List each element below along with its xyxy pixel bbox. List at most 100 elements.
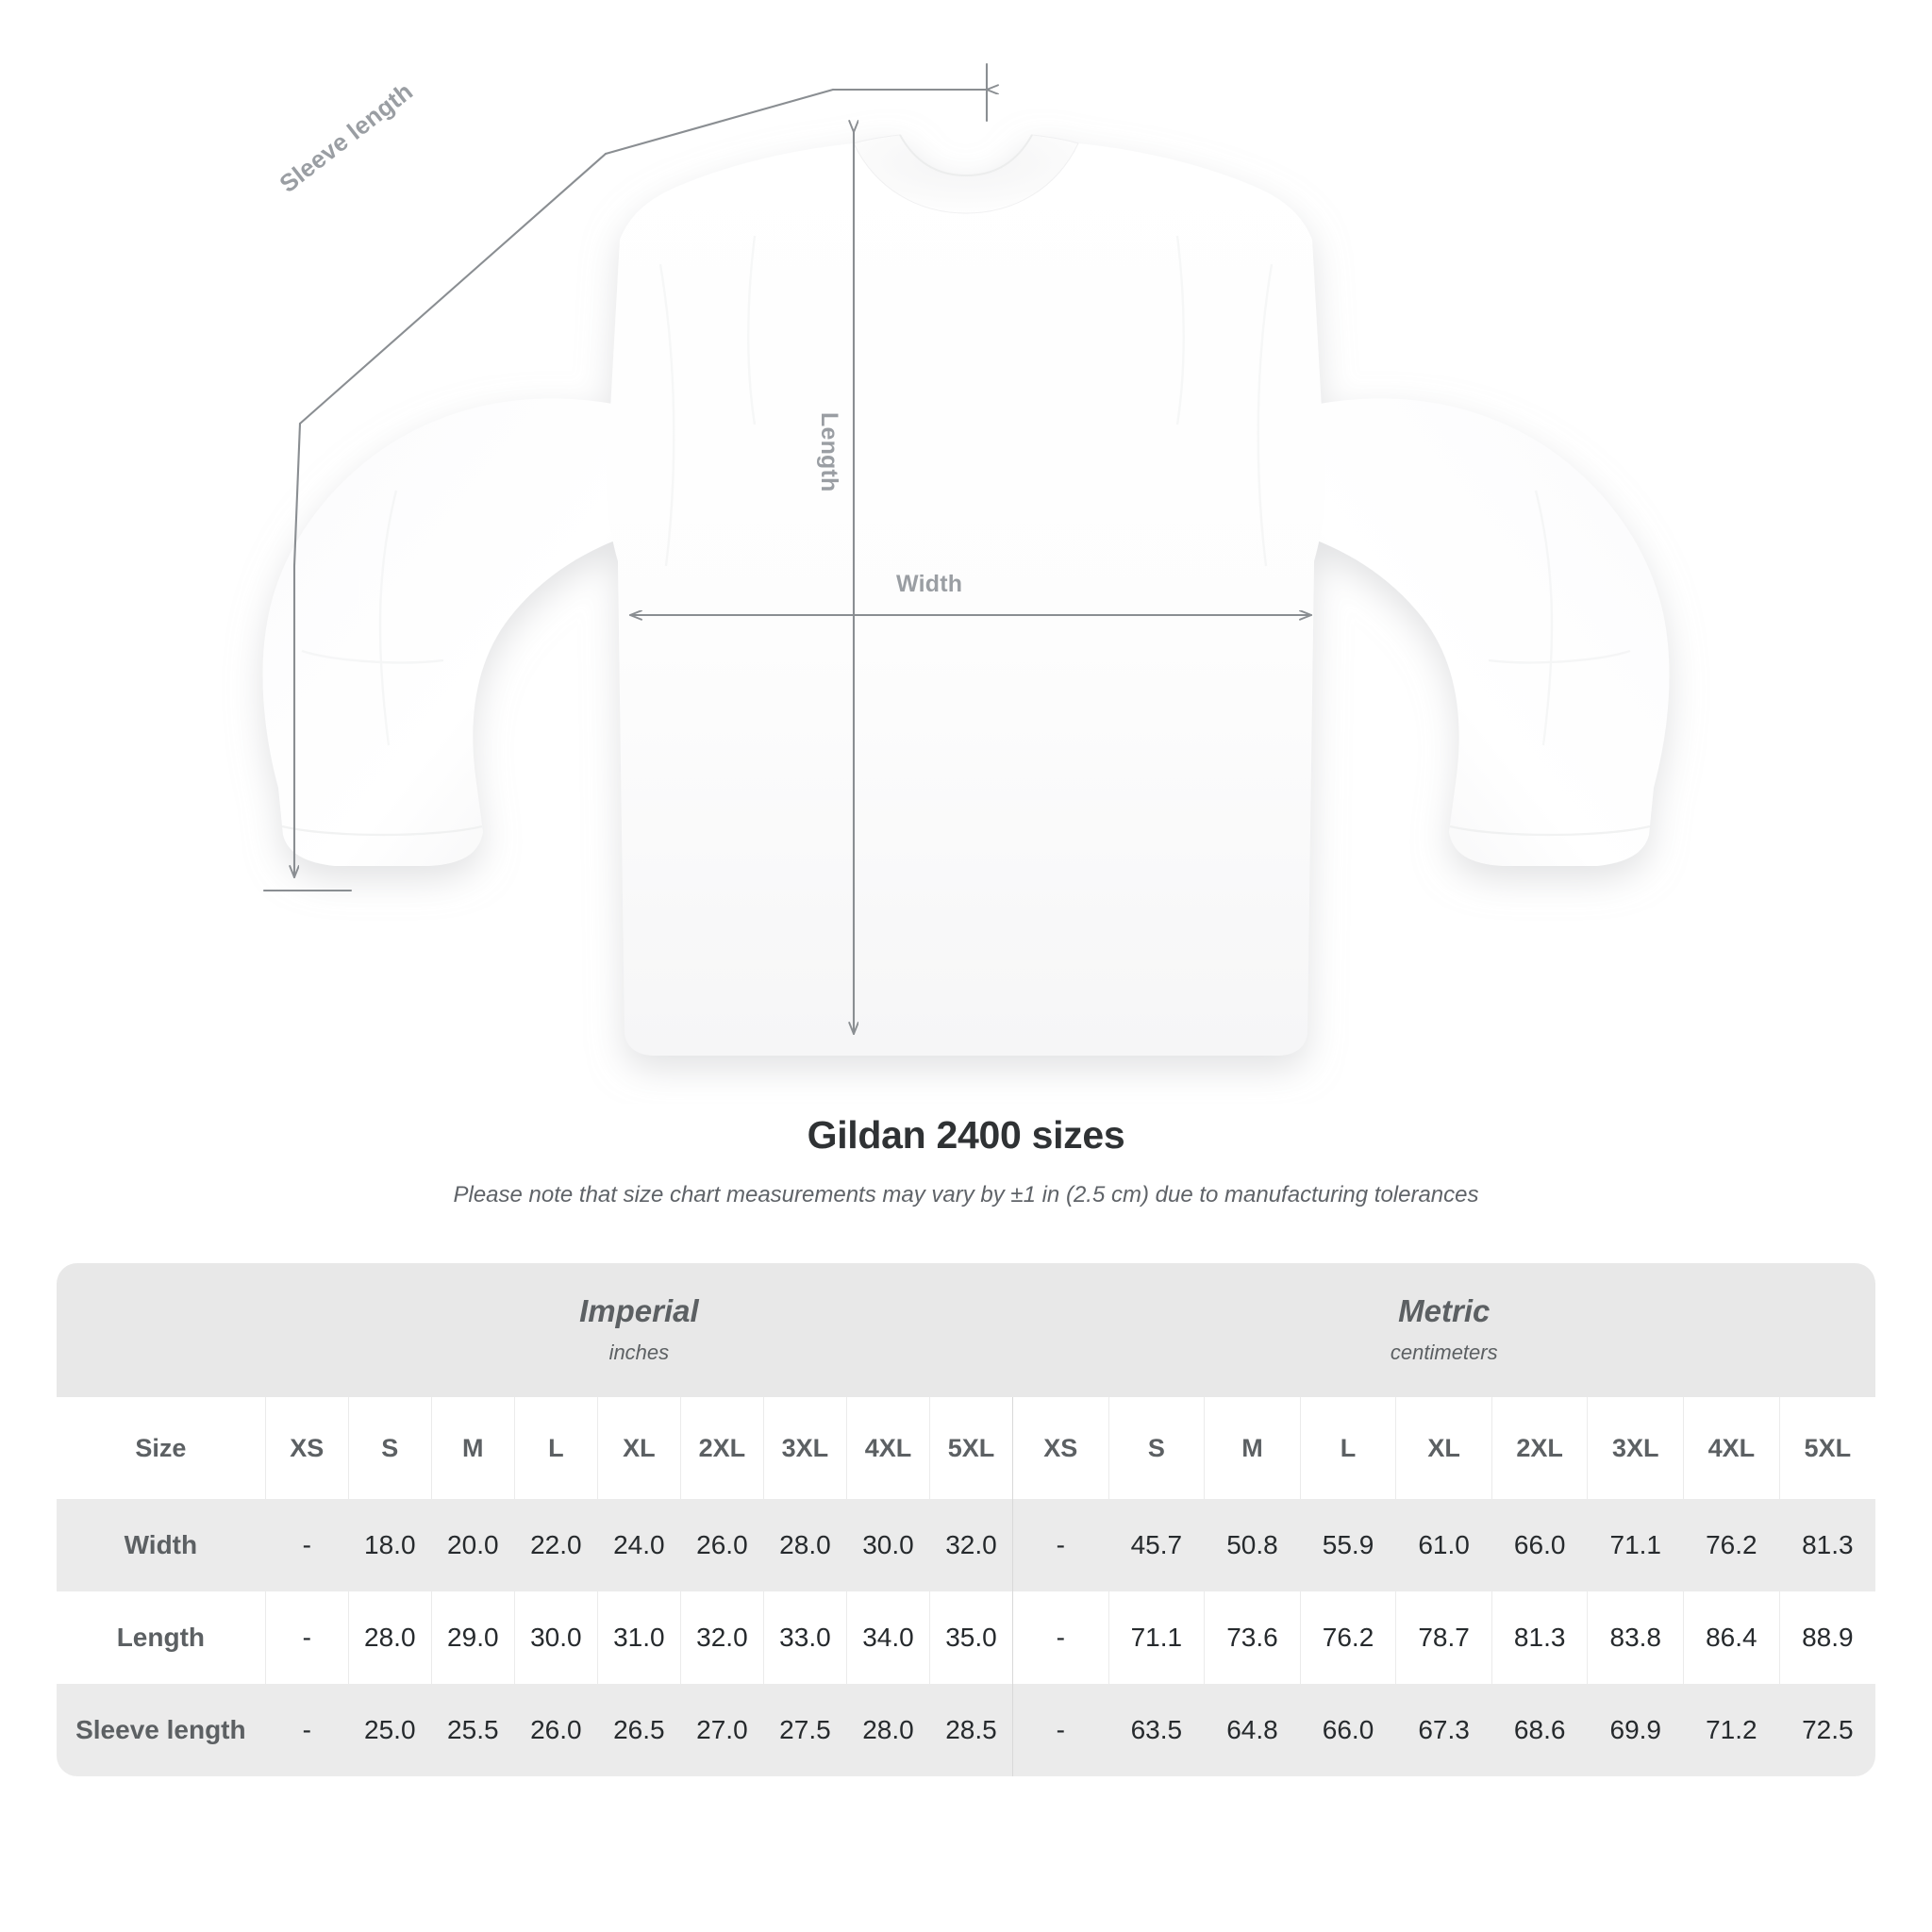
size-header-imperial-m: M bbox=[430, 1397, 515, 1499]
cell-sleeve-length-metric-l: 66.0 bbox=[1299, 1684, 1396, 1776]
size-header-cell: Size bbox=[57, 1397, 266, 1499]
cell-sleeve-length-metric-m: 64.8 bbox=[1204, 1684, 1301, 1776]
cell-width-imperial-5xl: 32.0 bbox=[928, 1499, 1013, 1591]
measurement-row-label: Length bbox=[57, 1591, 266, 1684]
cell-length-imperial-s: 28.0 bbox=[347, 1591, 432, 1684]
cell-width-metric-m: 50.8 bbox=[1204, 1499, 1301, 1591]
size-header-metric-m: M bbox=[1204, 1397, 1301, 1499]
cell-length-imperial-3xl: 33.0 bbox=[762, 1591, 847, 1684]
cell-width-imperial-3xl: 28.0 bbox=[762, 1499, 847, 1591]
cell-width-metric-xl: 61.0 bbox=[1395, 1499, 1492, 1591]
cell-length-metric-xs: - bbox=[1012, 1591, 1109, 1684]
unit-system-header-spacer bbox=[57, 1263, 266, 1397]
size-chart-container: Imperial inches Metric centimeters Size XS S M L… bbox=[57, 1263, 1875, 1776]
cell-width-imperial-xs: - bbox=[264, 1499, 349, 1591]
cell-length-metric-4xl: 86.4 bbox=[1683, 1591, 1780, 1684]
size-header-metric-s: S bbox=[1108, 1397, 1205, 1499]
cell-width-metric-l: 55.9 bbox=[1299, 1499, 1396, 1591]
cell-width-metric-s: 45.7 bbox=[1108, 1499, 1205, 1591]
cuff-ribbing bbox=[281, 824, 1651, 837]
cell-length-metric-l: 76.2 bbox=[1299, 1591, 1396, 1684]
cell-sleeve-length-imperial-4xl: 28.0 bbox=[845, 1684, 930, 1776]
caption-block: Gildan 2400 sizes Please note that size … bbox=[0, 1113, 1932, 1208]
cell-length-imperial-4xl: 34.0 bbox=[845, 1591, 930, 1684]
measurement-row-label: Width bbox=[57, 1499, 266, 1591]
cell-sleeve-length-imperial-s: 25.0 bbox=[347, 1684, 432, 1776]
unit-system-name: Imperial bbox=[579, 1293, 699, 1329]
size-header-row: Size XS S M L XL 2XL 3XL 4XL 5XL XS S M L XL 2XL 3XL 4XL 5… bbox=[57, 1397, 1875, 1499]
cell-length-imperial-xl: 31.0 bbox=[596, 1591, 681, 1684]
garment-illustration: Sleeve length Length Width bbox=[262, 62, 1670, 1056]
measurement-guides bbox=[262, 62, 1313, 1036]
cell-width-imperial-2xl: 26.0 bbox=[679, 1499, 764, 1591]
unit-system-header-row: Imperial inches Metric centimeters bbox=[57, 1263, 1875, 1397]
table-row: Width -18.0 20.0 22.0 24.0 26.0 28.0 30.0 32.0-4… bbox=[57, 1499, 1875, 1591]
cell-width-metric-4xl: 76.2 bbox=[1683, 1499, 1780, 1591]
cell-sleeve-length-metric-2xl: 68.6 bbox=[1491, 1684, 1588, 1776]
unit-system-header-metric: Metric centimeters bbox=[1012, 1263, 1875, 1397]
cell-sleeve-length-imperial-xs: - bbox=[264, 1684, 349, 1776]
size-header-imperial-4xl: 4XL bbox=[845, 1397, 930, 1499]
cell-width-imperial-l: 22.0 bbox=[513, 1499, 598, 1591]
size-header-imperial-l: L bbox=[513, 1397, 598, 1499]
unit-system-header-imperial: Imperial inches bbox=[265, 1263, 1013, 1397]
size-header-metric-3xl: 3XL bbox=[1587, 1397, 1684, 1499]
cell-length-imperial-5xl: 35.0 bbox=[928, 1591, 1013, 1684]
cell-length-imperial-xs: - bbox=[264, 1591, 349, 1684]
cell-sleeve-length-metric-xl: 67.3 bbox=[1395, 1684, 1492, 1776]
page-title: Gildan 2400 sizes bbox=[807, 1113, 1125, 1157]
tolerance-note: Please note that size chart measurements… bbox=[453, 1182, 1479, 1208]
cell-length-metric-5xl: 88.9 bbox=[1778, 1591, 1875, 1684]
cell-width-metric-2xl: 66.0 bbox=[1491, 1499, 1588, 1591]
measurement-row-label: Sleeve length bbox=[57, 1684, 266, 1776]
tshirt-diagram bbox=[262, 62, 1670, 1056]
size-header-imperial-xs: XS bbox=[264, 1397, 349, 1499]
cell-width-imperial-4xl: 30.0 bbox=[845, 1499, 930, 1591]
sleeve-diagonal-segment bbox=[298, 152, 608, 425]
cell-width-imperial-xl: 24.0 bbox=[596, 1499, 681, 1591]
size-header-imperial-5xl: 5XL bbox=[928, 1397, 1013, 1499]
size-header-metric-xl: XL bbox=[1395, 1397, 1492, 1499]
unit-system-unit: inches bbox=[608, 1340, 670, 1364]
cell-sleeve-length-imperial-xl: 26.5 bbox=[596, 1684, 681, 1776]
cell-sleeve-length-metric-5xl: 72.5 bbox=[1778, 1684, 1875, 1776]
table-row: Sleeve length -25.0 25.5 26.0 26.5 27.0 27.5 28… bbox=[57, 1684, 1875, 1776]
size-header-metric-4xl: 4XL bbox=[1683, 1397, 1780, 1499]
cell-sleeve-length-imperial-5xl: 28.5 bbox=[928, 1684, 1013, 1776]
cell-width-imperial-m: 20.0 bbox=[430, 1499, 515, 1591]
cell-width-metric-3xl: 71.1 bbox=[1587, 1499, 1684, 1591]
unit-system-unit: centimeters bbox=[1390, 1340, 1498, 1364]
cell-width-imperial-s: 18.0 bbox=[347, 1499, 432, 1591]
cell-length-metric-3xl: 83.8 bbox=[1587, 1591, 1684, 1684]
size-header-metric-l: L bbox=[1299, 1397, 1396, 1499]
size-header-imperial-2xl: 2XL bbox=[679, 1397, 764, 1499]
cell-length-metric-m: 73.6 bbox=[1204, 1591, 1301, 1684]
cell-length-metric-2xl: 81.3 bbox=[1491, 1591, 1588, 1684]
unit-system-name: Metric bbox=[1398, 1293, 1491, 1329]
cell-length-imperial-l: 30.0 bbox=[513, 1591, 598, 1684]
size-chart-table: Imperial inches Metric centimeters Size XS S M L… bbox=[57, 1263, 1875, 1776]
sleeve-shoulder-segment bbox=[604, 88, 835, 156]
cell-length-metric-s: 71.1 bbox=[1108, 1591, 1205, 1684]
cell-sleeve-length-metric-4xl: 71.2 bbox=[1683, 1684, 1780, 1776]
cell-length-metric-xl: 78.7 bbox=[1395, 1591, 1492, 1684]
cell-sleeve-length-metric-s: 63.5 bbox=[1108, 1684, 1205, 1776]
size-header-metric-2xl: 2XL bbox=[1491, 1397, 1588, 1499]
width-label: Width bbox=[896, 571, 963, 597]
cell-sleeve-length-imperial-m: 25.5 bbox=[430, 1684, 515, 1776]
size-header-imperial-s: S bbox=[347, 1397, 432, 1499]
size-header-imperial-3xl: 3XL bbox=[762, 1397, 847, 1499]
table-row: Length -28.0 29.0 30.0 31.0 32.0 33.0 34.0 35.0-… bbox=[57, 1591, 1875, 1684]
cell-sleeve-length-imperial-3xl: 27.5 bbox=[762, 1684, 847, 1776]
cell-width-metric-xs: - bbox=[1012, 1499, 1109, 1591]
size-header-imperial-xl: XL bbox=[596, 1397, 681, 1499]
cell-length-imperial-2xl: 32.0 bbox=[679, 1591, 764, 1684]
size-header-metric-xs: XS bbox=[1012, 1397, 1109, 1499]
cell-sleeve-length-metric-3xl: 69.9 bbox=[1587, 1684, 1684, 1776]
cell-sleeve-length-imperial-l: 26.0 bbox=[513, 1684, 598, 1776]
length-label: Length bbox=[816, 412, 842, 492]
sleeve-upper-vertical bbox=[292, 422, 302, 568]
cell-sleeve-length-metric-xs: - bbox=[1012, 1684, 1109, 1776]
cell-width-metric-5xl: 81.3 bbox=[1778, 1499, 1875, 1591]
size-header-metric-5xl: 5XL bbox=[1778, 1397, 1875, 1499]
